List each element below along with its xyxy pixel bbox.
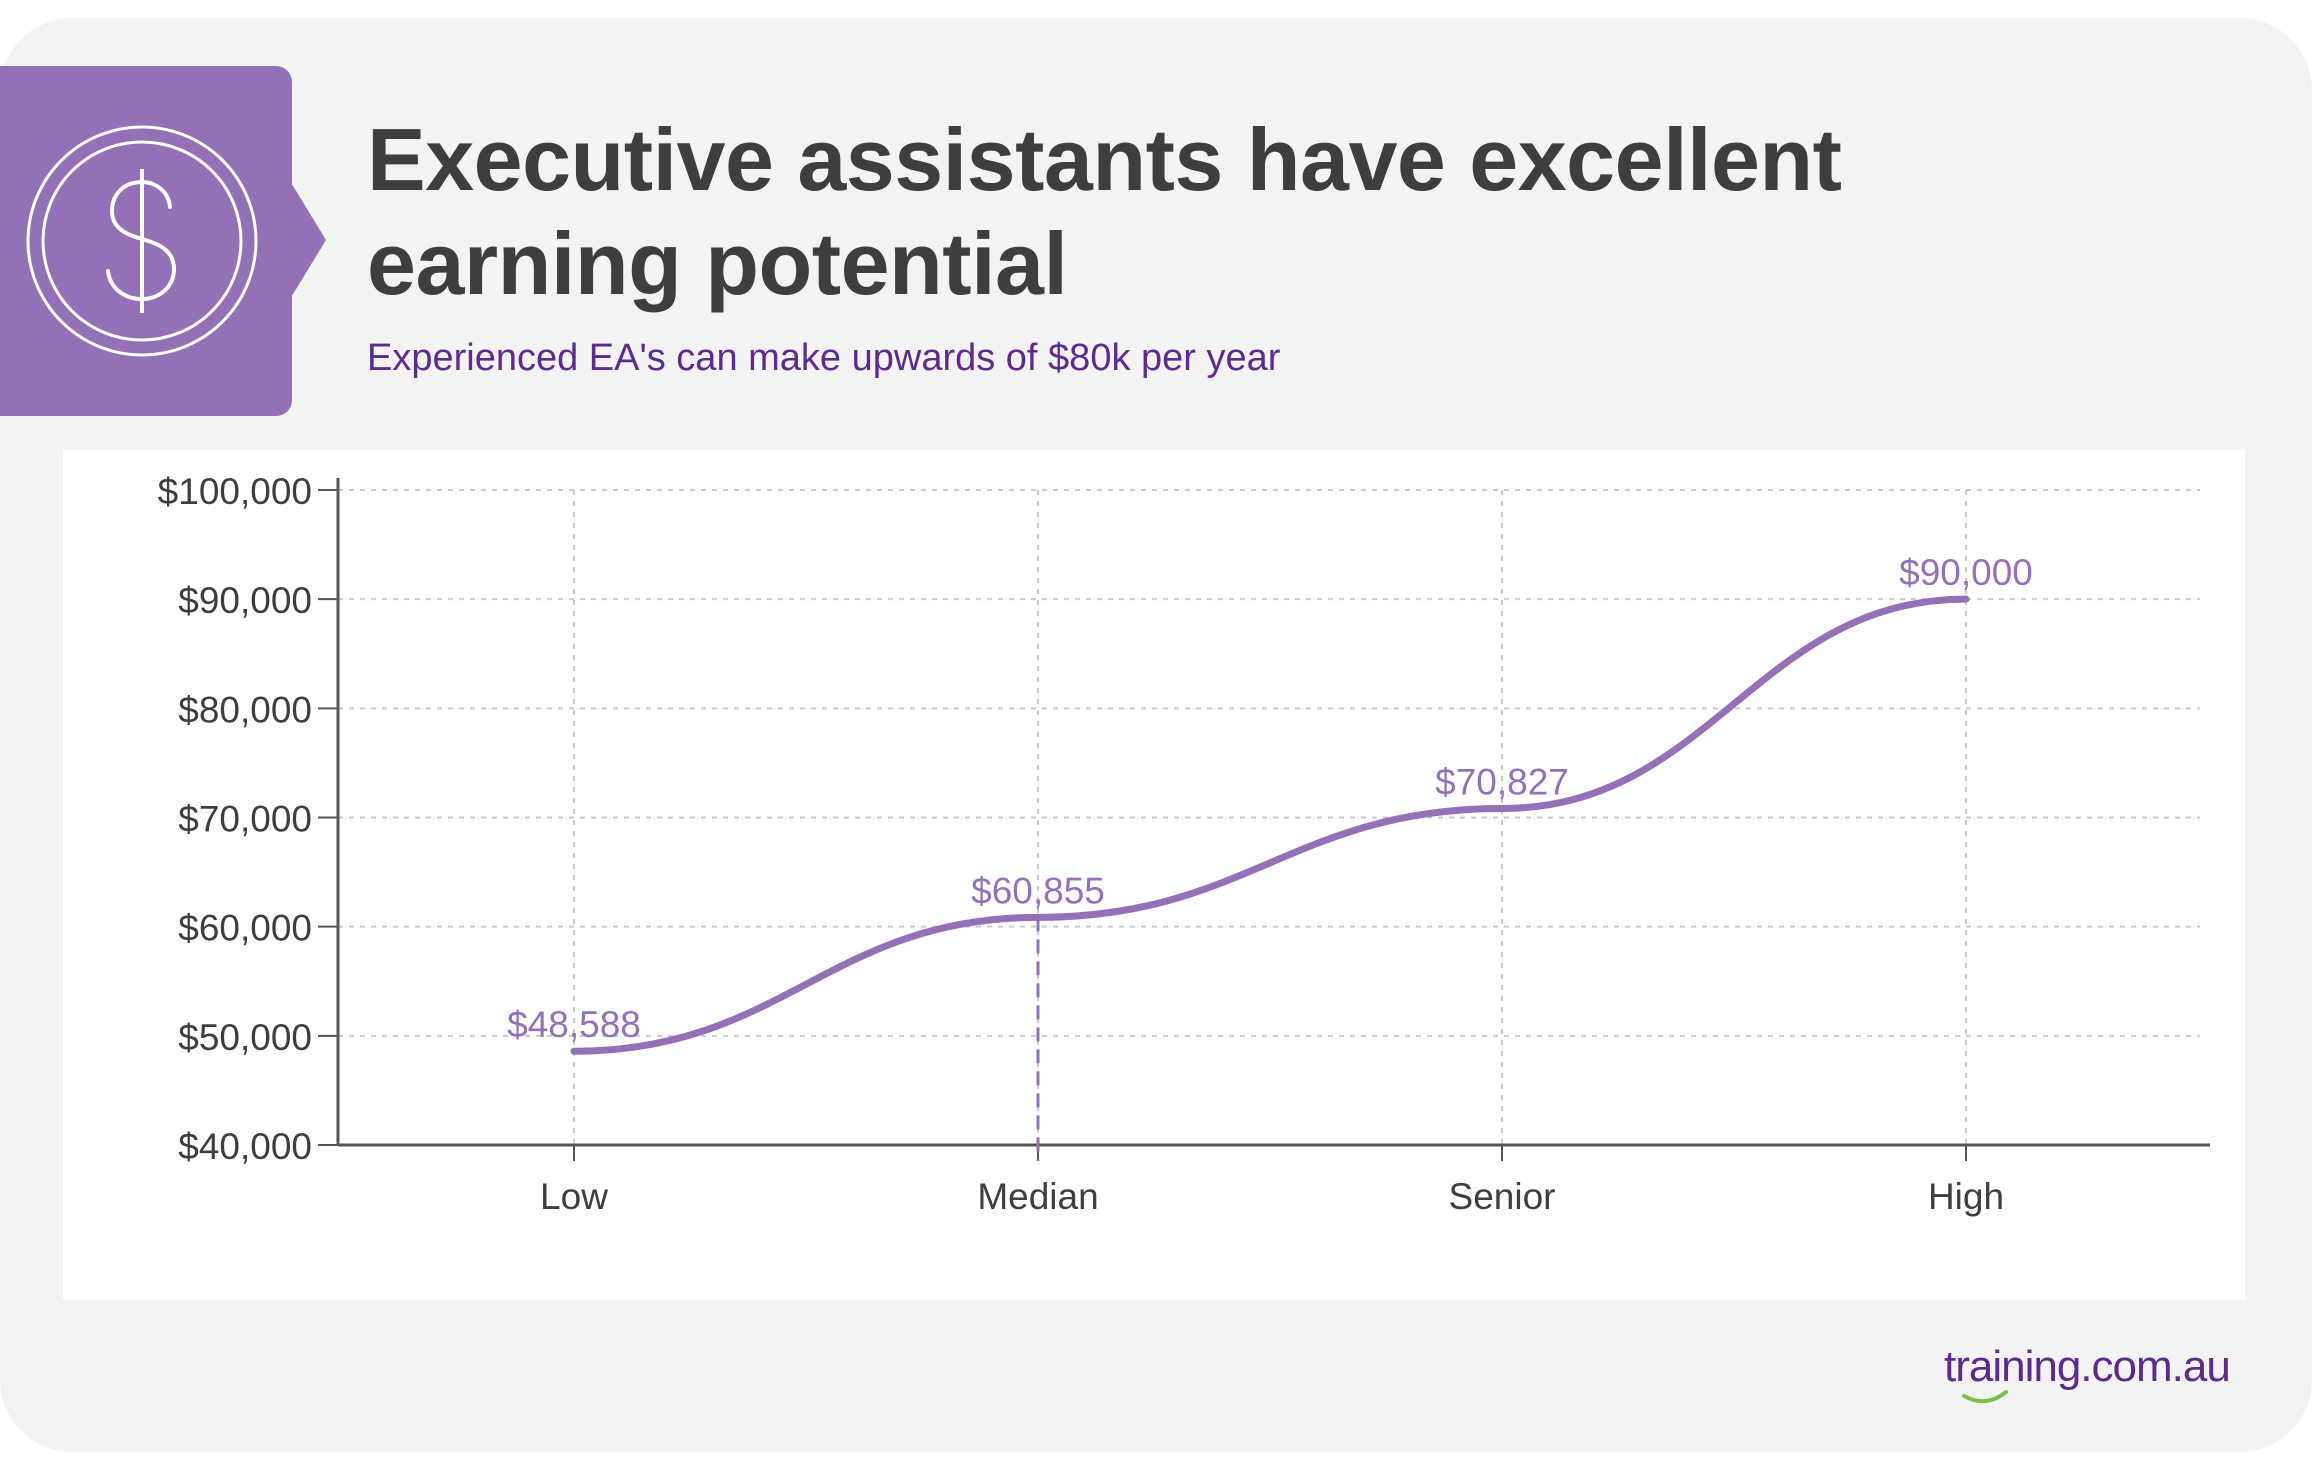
data-label: $70,827 (1435, 761, 1569, 802)
data-label: $48,588 (507, 1004, 641, 1045)
x-tick-label: Median (977, 1176, 1098, 1217)
salary-line-chart: $40,000 $50,000 $60,000 $70,000 $80,000 $90,0… (158, 471, 2210, 1217)
data-point (573, 1050, 575, 1053)
page-subtitle: Experienced EA's can make upwards of $80… (367, 337, 1281, 379)
y-tick-label: $100,000 (158, 471, 312, 512)
y-tick-label: $40,000 (178, 1126, 312, 1167)
data-point (1037, 916, 1039, 919)
data-point (1965, 598, 1967, 601)
x-tick-label: High (1928, 1176, 2004, 1217)
y-tick-label: $90,000 (178, 580, 312, 621)
y-tick-label: $60,000 (178, 908, 312, 949)
y-tick-label: $70,000 (178, 799, 312, 840)
chart-panel: $40,000 $50,000 $60,000 $70,000 $80,000 $90,0… (63, 450, 2245, 1300)
data-point (1501, 807, 1503, 810)
x-tick-label: Low (540, 1176, 608, 1217)
brand-logo-text: training.com.au (1944, 1342, 2231, 1391)
y-tick-label: $50,000 (178, 1017, 312, 1058)
salary-series-line (570, 595, 1970, 1055)
x-tick-label: Senior (1449, 1176, 1556, 1217)
data-label: $90,000 (1899, 552, 2033, 593)
brand-logo: training.com.au (1944, 1340, 2254, 1410)
dollar-coin-icon (26, 125, 258, 357)
data-label: $60,855 (971, 870, 1105, 911)
y-tick-label: $80,000 (178, 689, 312, 730)
logo-smile-icon (1962, 1390, 2008, 1404)
header-badge (0, 66, 292, 416)
page-title: Executive assistants have excellent earn… (367, 110, 1842, 313)
badge-pointer (290, 181, 326, 299)
